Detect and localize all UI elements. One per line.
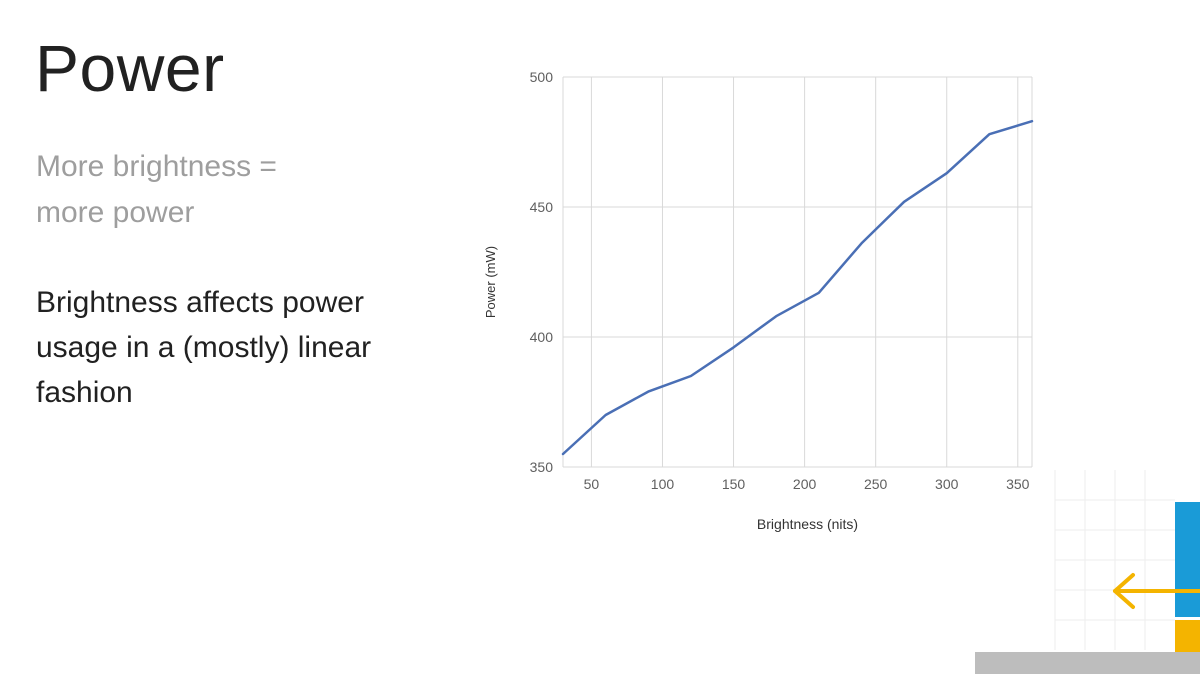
arrow-left-icon [1113, 573, 1200, 609]
decorative-corner-graphic [975, 470, 1200, 674]
y-tick-label: 450 [530, 199, 554, 215]
y-tick-label: 500 [530, 69, 554, 85]
x-tick-label: 250 [864, 476, 888, 492]
deco-gray-bar [975, 652, 1200, 674]
body-line: usage in a (mostly) linear [36, 331, 372, 364]
x-tick-label: 100 [651, 476, 675, 492]
x-tick-label: 50 [584, 476, 600, 492]
body-line: fashion [36, 376, 133, 409]
body-line: Brightness affects power [36, 286, 364, 319]
deco-grid [1054, 470, 1175, 650]
x-tick-label: 350 [1006, 476, 1030, 492]
deco-yellow-block [1175, 620, 1200, 654]
chart-container: 350 400 450 500 50 100 150 200 250 300 350 Brightne… [470, 50, 1060, 550]
subtitle-text: More brightness = more power [36, 144, 416, 236]
y-axis-label: Power (mW) [483, 246, 498, 318]
subtitle-line: More brightness = [36, 150, 277, 183]
series-line [561, 119, 1034, 456]
x-axis-label: Brightness (nits) [757, 516, 858, 532]
slide-title: Power [35, 31, 225, 105]
body-text: Brightness affects power usage in a (mos… [36, 280, 456, 415]
line-chart: 350 400 450 500 50 100 150 200 250 300 350 Brightne… [483, 69, 1034, 532]
x-tick-label: 200 [793, 476, 817, 492]
x-tick-label: 300 [935, 476, 959, 492]
y-tick-label: 350 [530, 459, 554, 475]
y-tick-label: 400 [530, 329, 554, 345]
x-tick-label: 150 [722, 476, 746, 492]
deco-blue-block [1175, 502, 1200, 617]
subtitle-line: more power [36, 196, 195, 229]
